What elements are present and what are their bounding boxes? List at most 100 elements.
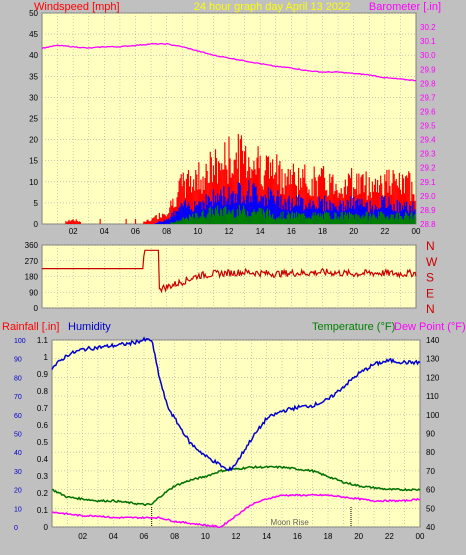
humidity-line	[51, 336, 421, 472]
x-tick-label: 20	[349, 227, 358, 236]
humidity-tick-label: 20	[14, 488, 22, 495]
x-tick-label: 18	[318, 227, 327, 236]
x-tick-label: 02	[78, 532, 87, 541]
x-tick-label: 14	[256, 227, 265, 236]
y2-tick-label: 30.1	[420, 37, 436, 46]
direction-line	[42, 249, 417, 294]
temperature-label: Temperature (°F)	[312, 321, 395, 333]
x-tick-label: 00	[416, 532, 425, 541]
humidity-tick-label: 90	[14, 357, 22, 364]
y2-tick-label: 30.0	[420, 51, 436, 60]
x-tick-label: 00	[412, 227, 421, 236]
y-tick-label: 40	[29, 51, 38, 60]
temp-tick-label: 110	[426, 392, 439, 401]
compass-label: N	[426, 239, 435, 253]
humidity-temperature-panel: 10090807060504030201001.110.90.80.70.60.…	[14, 336, 440, 541]
y2-tick-label: 29.5	[420, 122, 436, 131]
x-tick-label: 22	[380, 227, 389, 236]
compass-label: N	[426, 302, 435, 316]
compass-label: E	[426, 286, 434, 300]
x-tick-label: 14	[262, 532, 271, 541]
x-tick-label: 02	[69, 227, 78, 236]
temp-tick-label: 40	[426, 523, 435, 532]
y2-tick-label: 29.2	[420, 164, 436, 173]
y2-tick-label: 28.9	[420, 206, 436, 215]
humidity-tick-label: 30	[14, 469, 22, 476]
x-tick-label: 12	[232, 532, 241, 541]
y2-tick-label: 29.3	[420, 150, 436, 159]
y-tick-label: 50	[29, 9, 38, 18]
temperature-line	[52, 465, 421, 507]
y2-tick-label: 29.1	[420, 178, 436, 187]
humidity-tick-label: 0	[14, 525, 18, 532]
temp-tick-label: 80	[426, 448, 435, 457]
humidity-tick-label: 60	[14, 413, 22, 420]
y2-tick-label: 30.2	[420, 23, 436, 32]
barometer-label: Barometer [.in]	[369, 1, 441, 13]
rain-tick-label: 0.7	[37, 404, 49, 413]
y-tick-label: 30	[29, 93, 38, 102]
temp-tick-label: 130	[426, 355, 440, 364]
temp-tick-label: 120	[426, 373, 440, 382]
y2-tick-label: 29.7	[420, 93, 436, 102]
temp-tick-label: 70	[426, 467, 435, 476]
y-tick-label: 35	[29, 72, 38, 81]
y-tick-label: 25	[29, 115, 38, 124]
humidity-tick-label: 100	[14, 338, 26, 345]
temp-tick-label: 140	[426, 336, 440, 345]
temp-tick-label: 100	[426, 411, 440, 420]
direction-tick-label: 180	[25, 273, 39, 282]
direction-tick-label: 270	[25, 257, 39, 266]
rain-tick-label: 0.2	[37, 489, 49, 498]
x-tick-label: 04	[109, 532, 118, 541]
y2-tick-label: 29.4	[420, 136, 436, 145]
temp-tick-label: 90	[426, 430, 435, 439]
y-tick-label: 10	[29, 178, 38, 187]
rain-tick-label: 1.1	[37, 336, 49, 345]
rainfall-label: Rainfall [.in]	[2, 321, 59, 333]
x-tick-label: 06	[131, 227, 140, 236]
humidity-tick-label: 40	[14, 450, 22, 457]
x-tick-label: 06	[140, 532, 149, 541]
dewpoint-label: Dew Point (°F)	[394, 321, 466, 333]
y2-tick-label: 28.8	[420, 220, 436, 229]
x-tick-label: 10	[193, 227, 202, 236]
graph-title: 24 hour graph day April 13 2022	[194, 1, 351, 13]
low-series	[170, 205, 416, 224]
x-tick-label: 16	[293, 532, 302, 541]
humidity-tick-label: 10	[14, 506, 22, 513]
temp-tick-label: 50	[426, 504, 435, 513]
humidity-label: Humidity	[68, 321, 111, 333]
humidity-tick-label: 50	[14, 432, 22, 439]
x-tick-label: 18	[324, 532, 333, 541]
y2-tick-label: 29.6	[420, 107, 436, 116]
barometer-line	[41, 42, 416, 82]
rain-tick-label: 0.6	[37, 421, 49, 430]
direction-tick-label: 360	[25, 241, 39, 250]
compass-label: S	[426, 271, 434, 285]
rain-tick-label: 0.9	[37, 370, 49, 379]
humidity-tick-label: 70	[14, 394, 22, 401]
wind-barometer-panel: 0 5 10 15 20 25 30 35 40 45 50 28.8 28.9 29.0 29.1 29.2…	[29, 9, 436, 236]
compass-label: W	[426, 255, 438, 269]
rain-tick-label: 1	[44, 353, 49, 362]
y-tick-label: 45	[29, 30, 38, 39]
x-tick-label: 10	[201, 532, 210, 541]
direction-tick-label: 90	[29, 288, 38, 297]
rain-tick-label: 0.5	[37, 438, 49, 447]
x-tick-label: 22	[385, 532, 394, 541]
y2-tick-label: 29.8	[420, 79, 436, 88]
dewpoint-line	[51, 493, 421, 528]
x-tick-label: 04	[100, 227, 109, 236]
x-tick-label: 08	[170, 532, 179, 541]
y-tick-label: 15	[29, 157, 38, 166]
rain-tick-label: 0.8	[37, 387, 49, 396]
x-tick-label: 08	[162, 227, 171, 236]
y2-tick-label: 29.9	[420, 65, 436, 74]
humidity-tick-label: 80	[14, 375, 22, 382]
y2-tick-label: 29.0	[420, 192, 436, 201]
x-tick-label: 16	[287, 227, 296, 236]
y-tick-label: 5	[34, 199, 39, 208]
